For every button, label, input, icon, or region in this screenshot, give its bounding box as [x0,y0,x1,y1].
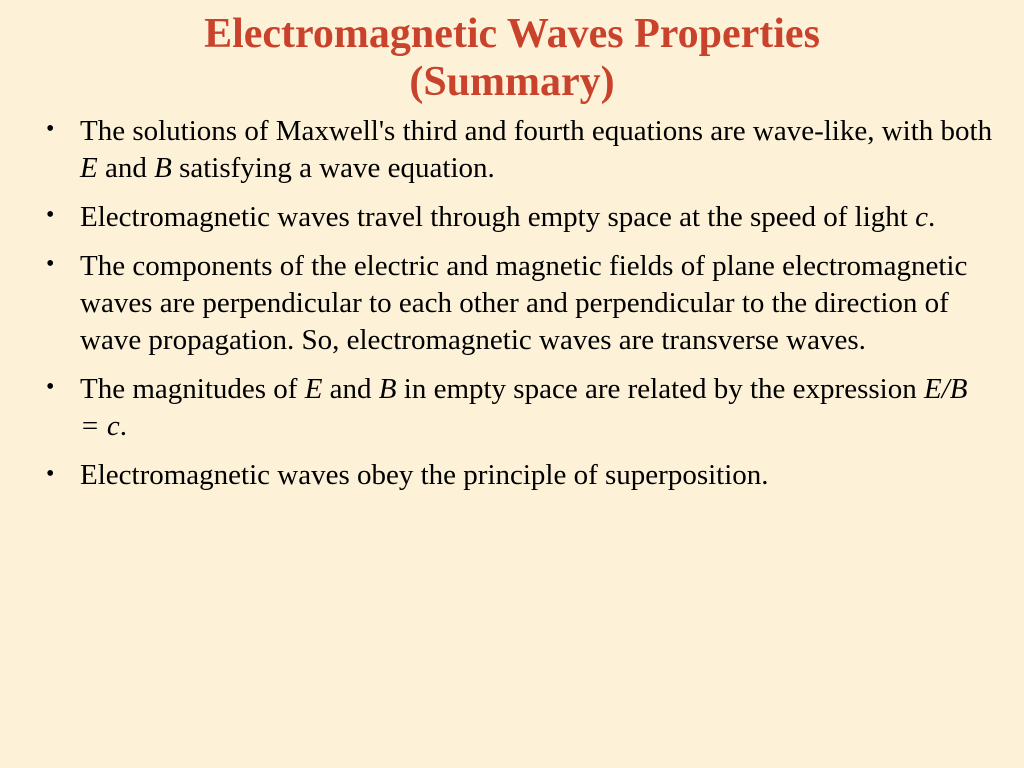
bullet-item: The magnitudes of E and B in empty space… [74,371,994,445]
bullet-item: The solutions of Maxwell's third and fou… [74,113,994,187]
bullet-text: . [120,410,127,442]
italic-var: E [305,373,323,405]
bullet-text: . [928,201,935,233]
slide: Electromagnetic Waves Properties (Summar… [0,0,1024,768]
bullet-text: The components of the electric and magne… [80,250,967,356]
italic-var: B [154,152,172,184]
title-line-2: (Summary) [409,59,614,105]
italic-var: B [379,373,397,405]
bullet-list: The solutions of Maxwell's third and fou… [30,113,994,495]
bullet-text: Electromagnetic waves travel through emp… [80,201,915,233]
bullet-text: in empty space are related by the expres… [397,373,924,405]
bullet-text: satisfying a wave equation. [172,152,495,184]
bullet-text: and [322,373,378,405]
bullet-text: The solutions of Maxwell's third and fou… [80,115,992,147]
italic-var: E [80,152,98,184]
italic-var: c [915,201,928,233]
bullet-item: Electromagnetic waves travel through emp… [74,199,994,236]
bullet-item: The components of the electric and magne… [74,248,994,359]
title-line-1: Electromagnetic Waves Properties [204,11,820,57]
bullet-item: Electromagnetic waves obey the principle… [74,457,994,494]
bullet-text: Electromagnetic waves obey the principle… [80,459,769,491]
bullet-text: The magnitudes of [80,373,305,405]
bullet-text: and [98,152,154,184]
slide-title: Electromagnetic Waves Properties (Summar… [30,10,994,107]
